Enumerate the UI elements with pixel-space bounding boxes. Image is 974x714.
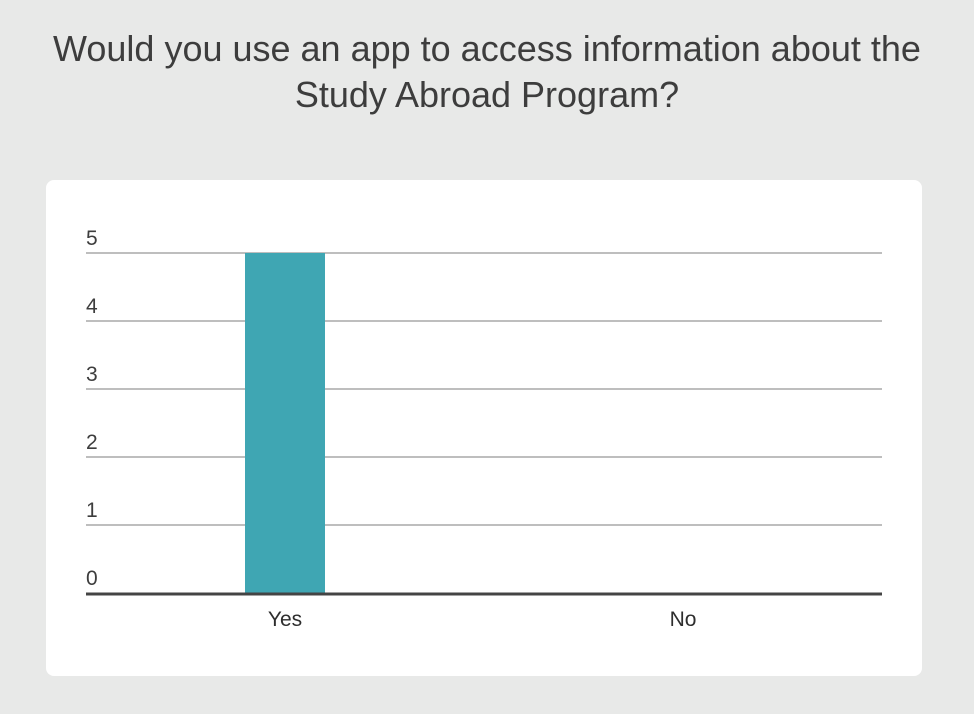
chart-card: 0 1 2 3 4 5 Yes No — [46, 180, 922, 676]
bar-chart: 0 1 2 3 4 5 Yes No — [86, 227, 882, 631]
y-tick-label-5: 5 — [86, 227, 98, 250]
x-tick-label-yes: Yes — [268, 608, 302, 631]
chart-title: Would you use an app to access informati… — [53, 28, 921, 115]
y-tick-label-2: 2 — [86, 431, 98, 454]
bar-yes — [245, 253, 325, 593]
y-tick-label-1: 1 — [86, 499, 98, 522]
y-tick-label-3: 3 — [86, 363, 98, 386]
y-tick-label-4: 4 — [86, 295, 98, 318]
x-tick-label-no: No — [670, 608, 697, 631]
y-tick-label-0: 0 — [86, 567, 98, 590]
